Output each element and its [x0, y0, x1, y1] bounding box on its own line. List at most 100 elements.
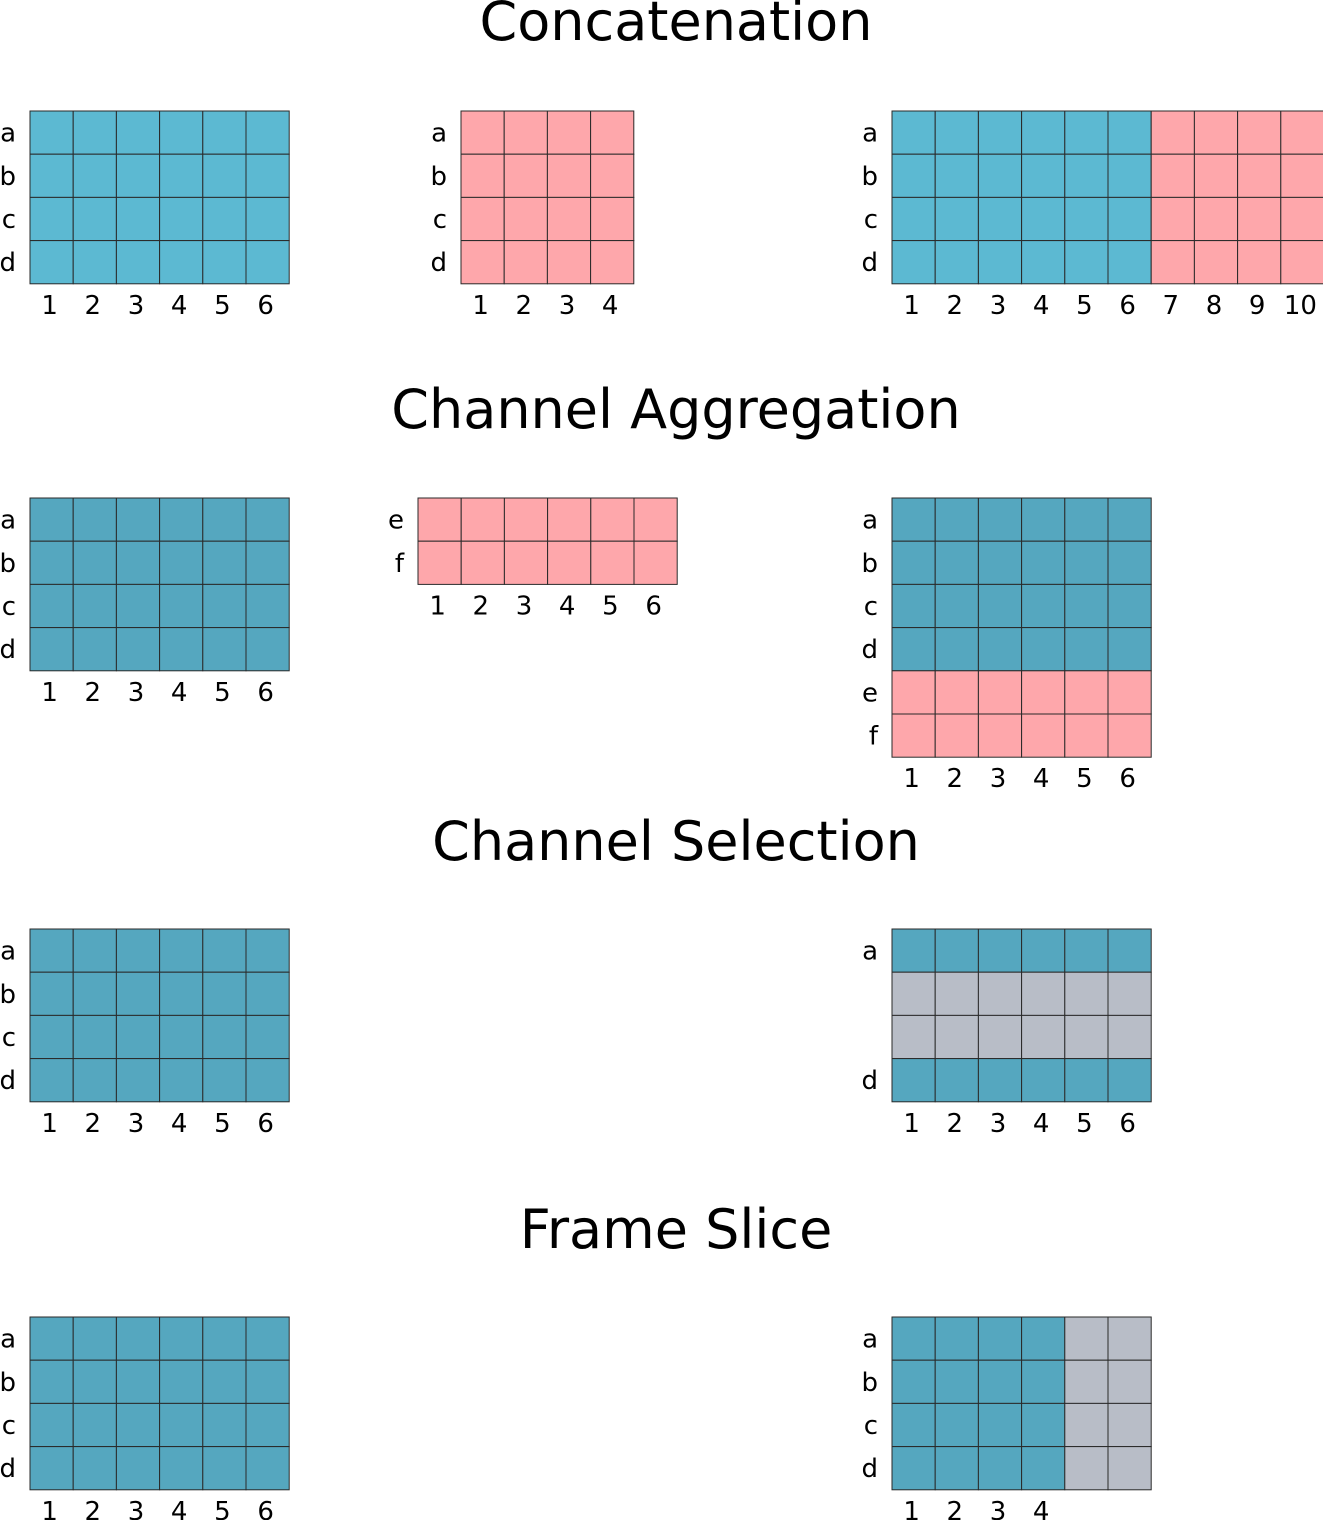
row-label: a	[0, 937, 16, 967]
grid-cell	[245, 540, 290, 585]
grid-cell	[1193, 196, 1239, 242]
row-label: b	[0, 1368, 16, 1398]
grid-cell	[934, 240, 979, 285]
grid-cell	[1107, 1316, 1152, 1361]
column-label: 6	[1119, 764, 1136, 794]
grid-cell	[977, 1058, 1023, 1103]
grid-cell	[202, 196, 247, 242]
grid-cell	[72, 110, 117, 155]
grid-cell	[1064, 196, 1109, 242]
grid-cell	[159, 1316, 204, 1361]
grid-cell	[202, 540, 247, 585]
grid-cell	[115, 627, 161, 672]
column-label: 8	[1206, 291, 1223, 321]
grid-cell	[72, 540, 117, 585]
grid-cell	[934, 627, 979, 672]
row-label: d	[861, 635, 878, 665]
column-label: 5	[1076, 764, 1093, 794]
grid-cell	[934, 540, 979, 585]
grid-cell	[29, 196, 74, 242]
column-label: 1	[41, 1109, 58, 1139]
grid-cell	[1107, 1359, 1152, 1404]
grid-cell	[934, 1014, 979, 1060]
row-label: a	[862, 1325, 878, 1355]
grid-cell	[245, 971, 290, 1016]
grid-cell	[1064, 1014, 1109, 1060]
grid-cell	[1237, 110, 1282, 155]
grid-cell	[159, 110, 204, 155]
grid-cell	[29, 1359, 74, 1404]
grid-cell	[115, 153, 161, 198]
grid-cell	[202, 1058, 247, 1103]
grid-cell	[1064, 583, 1109, 629]
grid-cell	[29, 497, 74, 542]
grid-cell	[29, 1014, 74, 1060]
row-label: b	[0, 162, 16, 192]
grid-cell	[590, 540, 635, 585]
grid-cell	[72, 1316, 117, 1361]
grid-cell	[934, 713, 979, 758]
grid-cell	[29, 240, 74, 285]
column-label: 2	[947, 764, 964, 794]
column-label: 4	[602, 291, 619, 321]
grid-cell	[245, 497, 290, 542]
grid-cell	[159, 1014, 204, 1060]
grid-cell	[202, 153, 247, 198]
grid-cell	[115, 1014, 161, 1060]
row-label: c	[2, 1023, 16, 1053]
grid-cell	[977, 971, 1023, 1016]
grid-cell	[1021, 713, 1066, 758]
row-label: c	[433, 205, 447, 235]
column-label: 1	[41, 1497, 58, 1520]
grid-cell	[590, 240, 635, 285]
column-label: 2	[516, 291, 533, 321]
grid-cell	[1107, 583, 1152, 629]
grid-cell	[1021, 583, 1066, 629]
grid-cell	[159, 540, 204, 585]
grid-cell	[503, 110, 548, 155]
row-label: c	[2, 1411, 16, 1441]
row-label: c	[2, 205, 16, 235]
grid-cell	[633, 497, 678, 542]
grid-cell	[245, 1316, 290, 1361]
column-label: 2	[947, 1497, 964, 1520]
grid-cell	[1021, 1014, 1066, 1060]
grid-cell	[1107, 713, 1152, 758]
grid-cell	[1021, 497, 1066, 542]
grid-cell	[1021, 670, 1066, 715]
grid-cell	[115, 1446, 161, 1491]
grid-cell	[72, 583, 117, 629]
grid-cell	[977, 196, 1023, 242]
row-label: d	[861, 1454, 878, 1484]
column-label: 10	[1284, 291, 1317, 321]
column-label: 5	[214, 1497, 231, 1520]
column-label: 3	[516, 591, 533, 621]
column-label: 6	[257, 291, 274, 321]
grid-cell	[1064, 110, 1109, 155]
row-label: d	[861, 1066, 878, 1096]
section-title-concatenation: Concatenation	[480, 0, 873, 53]
grid-cell	[159, 497, 204, 542]
grid-cell	[29, 1446, 74, 1491]
grid-cell	[202, 928, 247, 973]
grid-cell	[202, 1014, 247, 1060]
grid-cell	[1064, 540, 1109, 585]
grid-cell	[1021, 971, 1066, 1016]
row-label: d	[0, 1066, 16, 1096]
column-label: 3	[559, 291, 576, 321]
grid-cell	[245, 583, 290, 629]
column-label: 1	[41, 678, 58, 708]
row-label: f	[395, 549, 405, 579]
grid-cell	[1021, 1359, 1066, 1404]
column-label: 2	[85, 1109, 102, 1139]
column-label: 5	[1076, 291, 1093, 321]
section-title-channel-aggregation: Channel Aggregation	[391, 378, 960, 441]
grid-cell	[934, 928, 979, 973]
grid-cell	[1150, 110, 1195, 155]
grid-cell	[202, 1446, 247, 1491]
column-label: 3	[990, 1497, 1007, 1520]
grid-cell	[115, 928, 161, 973]
column-label: 6	[1119, 291, 1136, 321]
grid-cell	[891, 497, 936, 542]
